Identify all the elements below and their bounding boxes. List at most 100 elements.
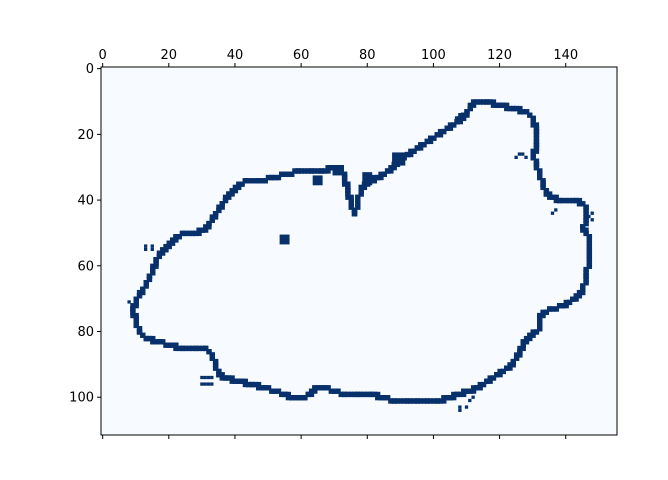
outline-cell	[305, 168, 311, 174]
outline-cell	[226, 375, 232, 381]
outline-cell	[447, 395, 454, 401]
scatter-cell	[150, 247, 154, 251]
outline-cell	[527, 332, 533, 338]
plot-background	[101, 67, 617, 435]
outline-cell	[246, 178, 252, 184]
outline-cell	[179, 230, 186, 237]
outline-cell	[325, 168, 331, 174]
outline-cell	[537, 171, 543, 177]
outline-cell	[470, 99, 477, 105]
outline-cell	[378, 174, 384, 181]
outline-cell	[533, 145, 540, 151]
y-tick-label: 100	[69, 391, 94, 406]
scatter-cell	[464, 405, 469, 409]
outline-cell	[153, 263, 159, 269]
outline-cell	[533, 142, 540, 148]
outline-cell	[563, 303, 569, 309]
scatter-cell	[468, 398, 472, 403]
outline-cell	[212, 211, 219, 217]
scatter-cell	[203, 382, 207, 386]
outline-cell	[133, 312, 139, 319]
outline-cell	[209, 214, 215, 220]
outline-cell	[136, 289, 143, 296]
outline-cell	[583, 214, 589, 220]
outline-cell	[275, 388, 282, 394]
outline-cell	[556, 303, 563, 309]
outline-cell	[461, 391, 467, 398]
outline-cell	[345, 391, 351, 398]
outline-cell	[504, 105, 510, 112]
outline-cell	[203, 227, 209, 233]
outline-cell	[318, 168, 325, 174]
outline-cell	[507, 362, 513, 368]
outline-cell	[573, 296, 579, 302]
outline-cell	[358, 391, 364, 398]
outline-cell	[586, 237, 593, 243]
outline-cell	[153, 260, 159, 266]
outline-cell	[232, 378, 239, 384]
outline-cell	[341, 171, 348, 177]
outline-cell	[239, 378, 245, 384]
outline-cell	[289, 171, 295, 177]
outline-cell	[358, 188, 364, 194]
outline-cell	[517, 349, 523, 355]
outline-cell	[163, 243, 169, 250]
outline-cell	[510, 362, 516, 368]
outline-cell	[259, 178, 265, 184]
outline-cell	[341, 178, 348, 184]
outline-cell	[160, 250, 166, 256]
outline-cell	[580, 201, 586, 207]
outline-cell	[533, 165, 540, 171]
outline-cell	[358, 184, 364, 191]
outline-cell	[470, 385, 477, 391]
outline-cell	[242, 178, 249, 184]
outline-cell	[530, 151, 536, 158]
outline-cell	[341, 391, 348, 398]
outline-cell	[236, 378, 242, 384]
outline-cell	[576, 289, 583, 296]
outline-cell	[570, 296, 576, 302]
outline-cell	[547, 306, 553, 312]
outline-cell	[490, 375, 497, 381]
outline-cell	[312, 385, 318, 391]
outline-cell	[388, 398, 394, 404]
outline-cell	[176, 345, 182, 352]
outline-cell	[219, 372, 225, 378]
outline-cell	[348, 194, 354, 200]
outline-cell	[133, 316, 139, 322]
outline-cell	[203, 345, 209, 352]
x-tick-label: 100	[421, 48, 446, 63]
outline-cell	[312, 168, 318, 174]
outline-cell	[229, 378, 235, 384]
outline-cell	[146, 273, 153, 279]
outline-cell	[315, 168, 321, 174]
outline-cell	[550, 194, 556, 200]
outline-cell	[533, 138, 540, 145]
outline-cell	[527, 335, 533, 342]
outline-cell	[500, 102, 507, 108]
x-tick-label: 0	[99, 48, 107, 63]
outline-cell	[143, 280, 149, 286]
outline-cell	[520, 345, 526, 352]
outline-cell	[487, 99, 493, 105]
outline-cell	[130, 309, 136, 315]
outline-cell	[156, 253, 163, 260]
outline-cell	[530, 122, 536, 128]
outline-cell	[533, 128, 540, 135]
outline-cell	[189, 230, 196, 237]
outline-cell	[312, 388, 318, 394]
outline-cell	[355, 201, 361, 207]
outline-cell	[193, 345, 199, 352]
outline-cell	[246, 381, 252, 388]
outline-cell	[325, 385, 331, 391]
outline-cell	[150, 335, 156, 342]
outline-cell	[305, 391, 311, 398]
outline-cell	[530, 148, 536, 154]
outline-cell	[212, 214, 219, 220]
outline-cell	[461, 388, 467, 394]
outline-cell	[563, 197, 569, 204]
outline-cell	[229, 375, 235, 381]
outline-cell	[537, 316, 543, 322]
outline-cell	[451, 391, 457, 398]
outline-cell	[345, 191, 351, 197]
